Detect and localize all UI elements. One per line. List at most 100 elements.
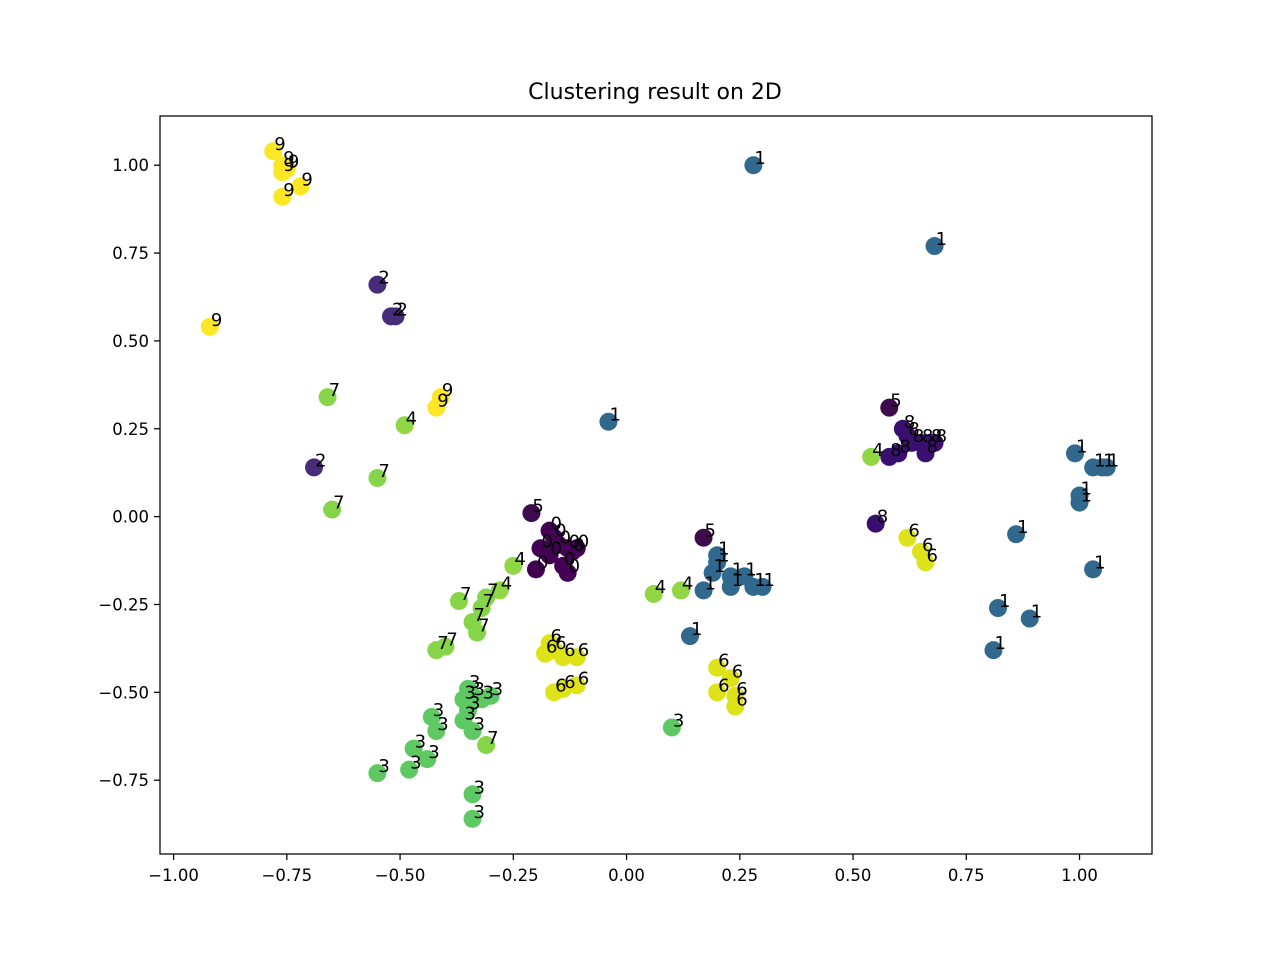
point-label: 6 — [718, 651, 729, 672]
point-label: 1 — [1076, 436, 1087, 457]
point-label: 3 — [673, 710, 684, 731]
point-label: 0 — [537, 552, 548, 573]
axes: −1.00 −0.75 −0.50 −0.25 0.00 0.25 0.50 0.75 1.00… — [98, 156, 1097, 885]
point-label: 0 — [560, 528, 571, 549]
data-point — [567, 676, 586, 695]
point-label: 5 — [532, 496, 543, 517]
point-label: 6 — [908, 521, 919, 542]
point-label: 0 — [551, 538, 562, 559]
data-point — [880, 447, 899, 466]
data-point — [1097, 458, 1116, 477]
data-point — [1007, 525, 1026, 544]
data-point — [703, 563, 722, 582]
data-point — [291, 177, 310, 196]
y-tick-label: 0.75 — [112, 244, 149, 263]
point-label: 6 — [555, 675, 566, 696]
point-label: 1 — [1081, 479, 1092, 500]
point-label: 7 — [329, 380, 340, 401]
data-point — [368, 764, 387, 783]
data-point — [916, 444, 935, 463]
x-tick-label: 0.75 — [948, 866, 985, 885]
data-point — [323, 500, 342, 519]
point-label: 7 — [474, 605, 485, 626]
point-label: 1 — [714, 556, 725, 577]
x-tick-label: −0.50 — [375, 866, 426, 885]
data-point — [671, 581, 690, 600]
data-point — [916, 553, 935, 572]
point-label: 3 — [464, 703, 475, 724]
point-label: 3 — [474, 777, 485, 798]
point-label: 1 — [1108, 450, 1119, 471]
data-point — [400, 760, 419, 779]
data-point — [490, 581, 509, 600]
point-label: 8 — [931, 426, 942, 447]
point-label: 3 — [415, 732, 426, 753]
point-label: 1 — [994, 633, 1005, 654]
point-label: 1 — [1081, 486, 1092, 507]
point-label: 6 — [732, 661, 743, 682]
data-point — [1020, 609, 1039, 628]
data-point — [866, 514, 885, 533]
data-point — [708, 683, 727, 702]
point-label: 7 — [460, 584, 471, 605]
data-point — [540, 546, 559, 565]
data-point — [1065, 444, 1084, 463]
point-label: 8 — [913, 426, 924, 447]
point-label: 6 — [922, 535, 933, 556]
point-label: 1 — [1094, 450, 1105, 471]
point-label: 3 — [474, 802, 485, 823]
x-tick-label: −0.25 — [488, 866, 539, 885]
point-label: 3 — [428, 742, 439, 763]
point-label: 3 — [464, 682, 475, 703]
data-point — [925, 237, 944, 256]
data-point — [395, 416, 414, 435]
point-label: 0 — [564, 549, 575, 570]
data-point — [472, 599, 491, 617]
point-label: 9 — [283, 180, 294, 201]
y-tick-label: 1.00 — [112, 156, 149, 175]
data-point — [427, 398, 446, 417]
plot-frame — [159, 115, 1153, 855]
data-point — [481, 686, 500, 705]
point-label: 7 — [487, 580, 498, 601]
point-label: 2 — [392, 299, 403, 320]
point-label: 3 — [492, 679, 503, 700]
point-label: 1 — [1031, 602, 1042, 623]
point-label: 8 — [936, 426, 947, 447]
point-label: 6 — [564, 640, 575, 661]
y-tick-label: −0.50 — [98, 683, 149, 702]
y-tick-label: 0.50 — [112, 332, 149, 351]
point-label: 0 — [569, 556, 580, 577]
data-point — [545, 683, 564, 702]
data-point — [463, 785, 482, 804]
point-label: 4 — [655, 577, 666, 598]
point-label: 6 — [736, 689, 747, 710]
y-tick-label: 0.25 — [112, 420, 149, 439]
data-point — [708, 658, 727, 677]
point-label: 2 — [397, 299, 408, 320]
point-label: 1 — [754, 570, 765, 591]
data-point — [1070, 493, 1089, 512]
data-point — [862, 447, 881, 466]
data-point — [273, 163, 292, 182]
data-points — [200, 142, 1116, 828]
x-tick-label: 0.25 — [721, 866, 758, 885]
point-label: 1 — [732, 559, 743, 580]
point-label: 1 — [745, 559, 756, 580]
data-point — [984, 641, 1003, 660]
point-label: 9 — [283, 155, 294, 176]
data-point — [200, 317, 219, 336]
point-label: 0 — [551, 514, 562, 535]
point-label: 8 — [904, 412, 915, 433]
y-tick-label: −0.75 — [98, 771, 149, 790]
point-label: 9 — [288, 152, 299, 173]
data-point — [422, 707, 441, 726]
data-point — [318, 388, 337, 407]
point-label: 1 — [609, 405, 620, 426]
data-point — [567, 539, 586, 558]
point-label: 1 — [732, 570, 743, 591]
data-point — [477, 736, 496, 755]
data-point — [504, 556, 523, 575]
point-label: 7 — [478, 616, 489, 637]
point-label: 6 — [578, 668, 589, 689]
